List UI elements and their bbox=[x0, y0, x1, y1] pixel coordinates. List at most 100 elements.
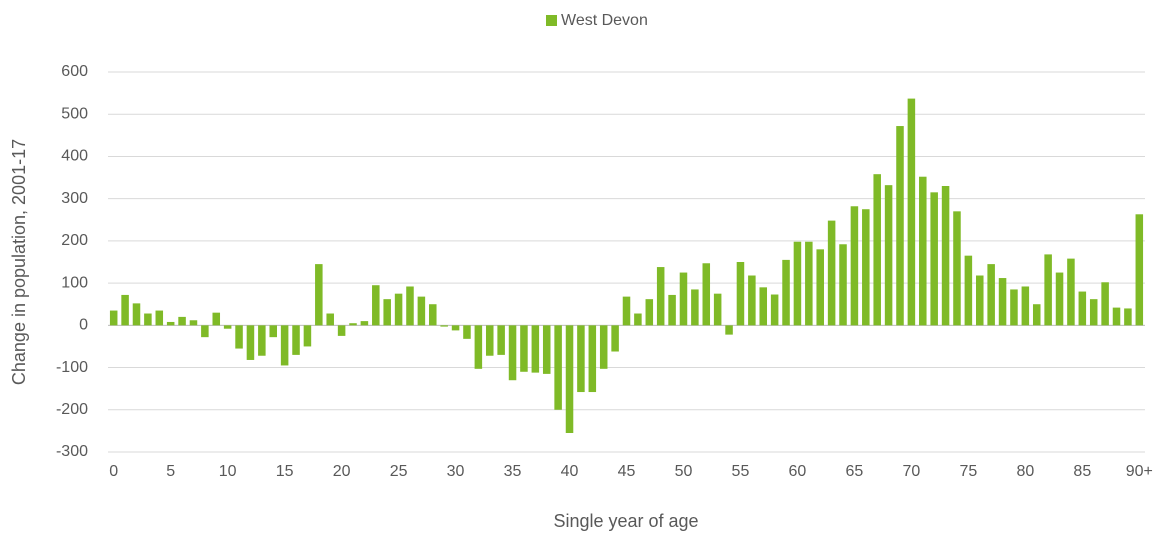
bar bbox=[303, 325, 312, 347]
bar bbox=[1124, 308, 1132, 326]
bar bbox=[998, 278, 1007, 326]
bar bbox=[713, 293, 722, 326]
bar bbox=[1089, 299, 1098, 326]
bar bbox=[941, 186, 950, 326]
bar bbox=[531, 325, 540, 373]
bar bbox=[702, 263, 711, 326]
bar bbox=[372, 285, 380, 326]
bar bbox=[748, 275, 756, 326]
bar bbox=[565, 325, 574, 433]
bar bbox=[451, 325, 460, 331]
y-tick-label: 100 bbox=[61, 274, 88, 291]
x-axis-title: Single year of age bbox=[553, 511, 698, 531]
x-tick-label: 90+ bbox=[1126, 463, 1153, 480]
bar bbox=[394, 293, 403, 326]
x-tick-label: 75 bbox=[959, 463, 977, 480]
bar bbox=[987, 264, 995, 326]
bar bbox=[485, 325, 494, 356]
y-tick-label: 200 bbox=[61, 232, 88, 249]
bar bbox=[520, 325, 528, 372]
bar bbox=[645, 299, 654, 326]
bar bbox=[611, 325, 619, 352]
bar bbox=[759, 287, 768, 326]
bar bbox=[542, 325, 551, 374]
bar bbox=[976, 275, 984, 326]
bar bbox=[474, 325, 483, 369]
bar bbox=[873, 174, 881, 326]
bar bbox=[793, 241, 802, 326]
x-tick-label: 35 bbox=[504, 463, 522, 480]
y-tick-label: 400 bbox=[61, 148, 88, 165]
bar bbox=[896, 126, 904, 326]
x-tick-label: 0 bbox=[109, 463, 118, 480]
bar bbox=[964, 255, 973, 326]
bar bbox=[292, 325, 300, 355]
bar bbox=[235, 325, 243, 349]
bar bbox=[121, 294, 129, 326]
bar bbox=[953, 211, 961, 326]
x-tick-label: 40 bbox=[561, 463, 579, 480]
x-tick-label: 70 bbox=[902, 463, 920, 480]
bar bbox=[326, 313, 334, 326]
bar bbox=[258, 325, 266, 356]
x-tick-label: 15 bbox=[276, 463, 294, 480]
bar bbox=[360, 321, 369, 326]
bar bbox=[349, 323, 357, 326]
bar bbox=[440, 325, 448, 327]
legend-label: West Devon bbox=[561, 12, 648, 29]
bar bbox=[1044, 254, 1052, 326]
y-tick-label: -200 bbox=[56, 401, 88, 418]
bar bbox=[884, 185, 893, 326]
y-tick-label: -100 bbox=[56, 359, 88, 376]
bar bbox=[577, 325, 585, 393]
bar bbox=[839, 244, 847, 326]
bar bbox=[1032, 304, 1041, 326]
x-tick-label: 30 bbox=[447, 463, 465, 480]
bar bbox=[554, 325, 562, 410]
x-tick-label: 65 bbox=[846, 463, 864, 480]
bar bbox=[223, 325, 232, 329]
bar bbox=[1055, 272, 1064, 326]
bar bbox=[497, 325, 505, 355]
bar bbox=[770, 294, 779, 326]
bar bbox=[668, 294, 676, 326]
bar bbox=[691, 289, 699, 326]
bar bbox=[201, 325, 209, 338]
y-tick-label: 0 bbox=[79, 317, 88, 334]
bar bbox=[1067, 258, 1075, 326]
bar bbox=[109, 310, 118, 326]
bar bbox=[178, 316, 186, 326]
y-tick-label: 600 bbox=[61, 63, 88, 80]
bar bbox=[862, 209, 870, 326]
bar bbox=[429, 304, 437, 326]
bar bbox=[736, 262, 745, 326]
y-tick-label: 500 bbox=[61, 105, 88, 122]
bar bbox=[656, 267, 665, 326]
bar bbox=[634, 313, 642, 326]
bar bbox=[508, 325, 517, 381]
bar bbox=[406, 286, 414, 326]
bar bbox=[246, 325, 255, 360]
legend-swatch bbox=[546, 15, 557, 26]
bar bbox=[1021, 286, 1030, 326]
bar bbox=[166, 321, 175, 326]
bar bbox=[212, 312, 221, 326]
bar bbox=[132, 303, 141, 326]
bar bbox=[269, 325, 277, 338]
bar bbox=[417, 296, 426, 326]
y-tick-label: 300 bbox=[61, 190, 88, 207]
bar bbox=[907, 98, 916, 326]
bar bbox=[919, 176, 927, 326]
x-tick-label: 80 bbox=[1016, 463, 1034, 480]
bar bbox=[189, 320, 198, 326]
bar bbox=[1101, 282, 1109, 326]
bar bbox=[588, 325, 597, 393]
bar bbox=[1112, 307, 1121, 326]
x-tick-label: 85 bbox=[1073, 463, 1091, 480]
bar bbox=[337, 325, 346, 336]
bar bbox=[805, 241, 813, 326]
x-tick-label: 25 bbox=[390, 463, 408, 480]
bar bbox=[144, 313, 152, 326]
bar bbox=[725, 325, 733, 335]
